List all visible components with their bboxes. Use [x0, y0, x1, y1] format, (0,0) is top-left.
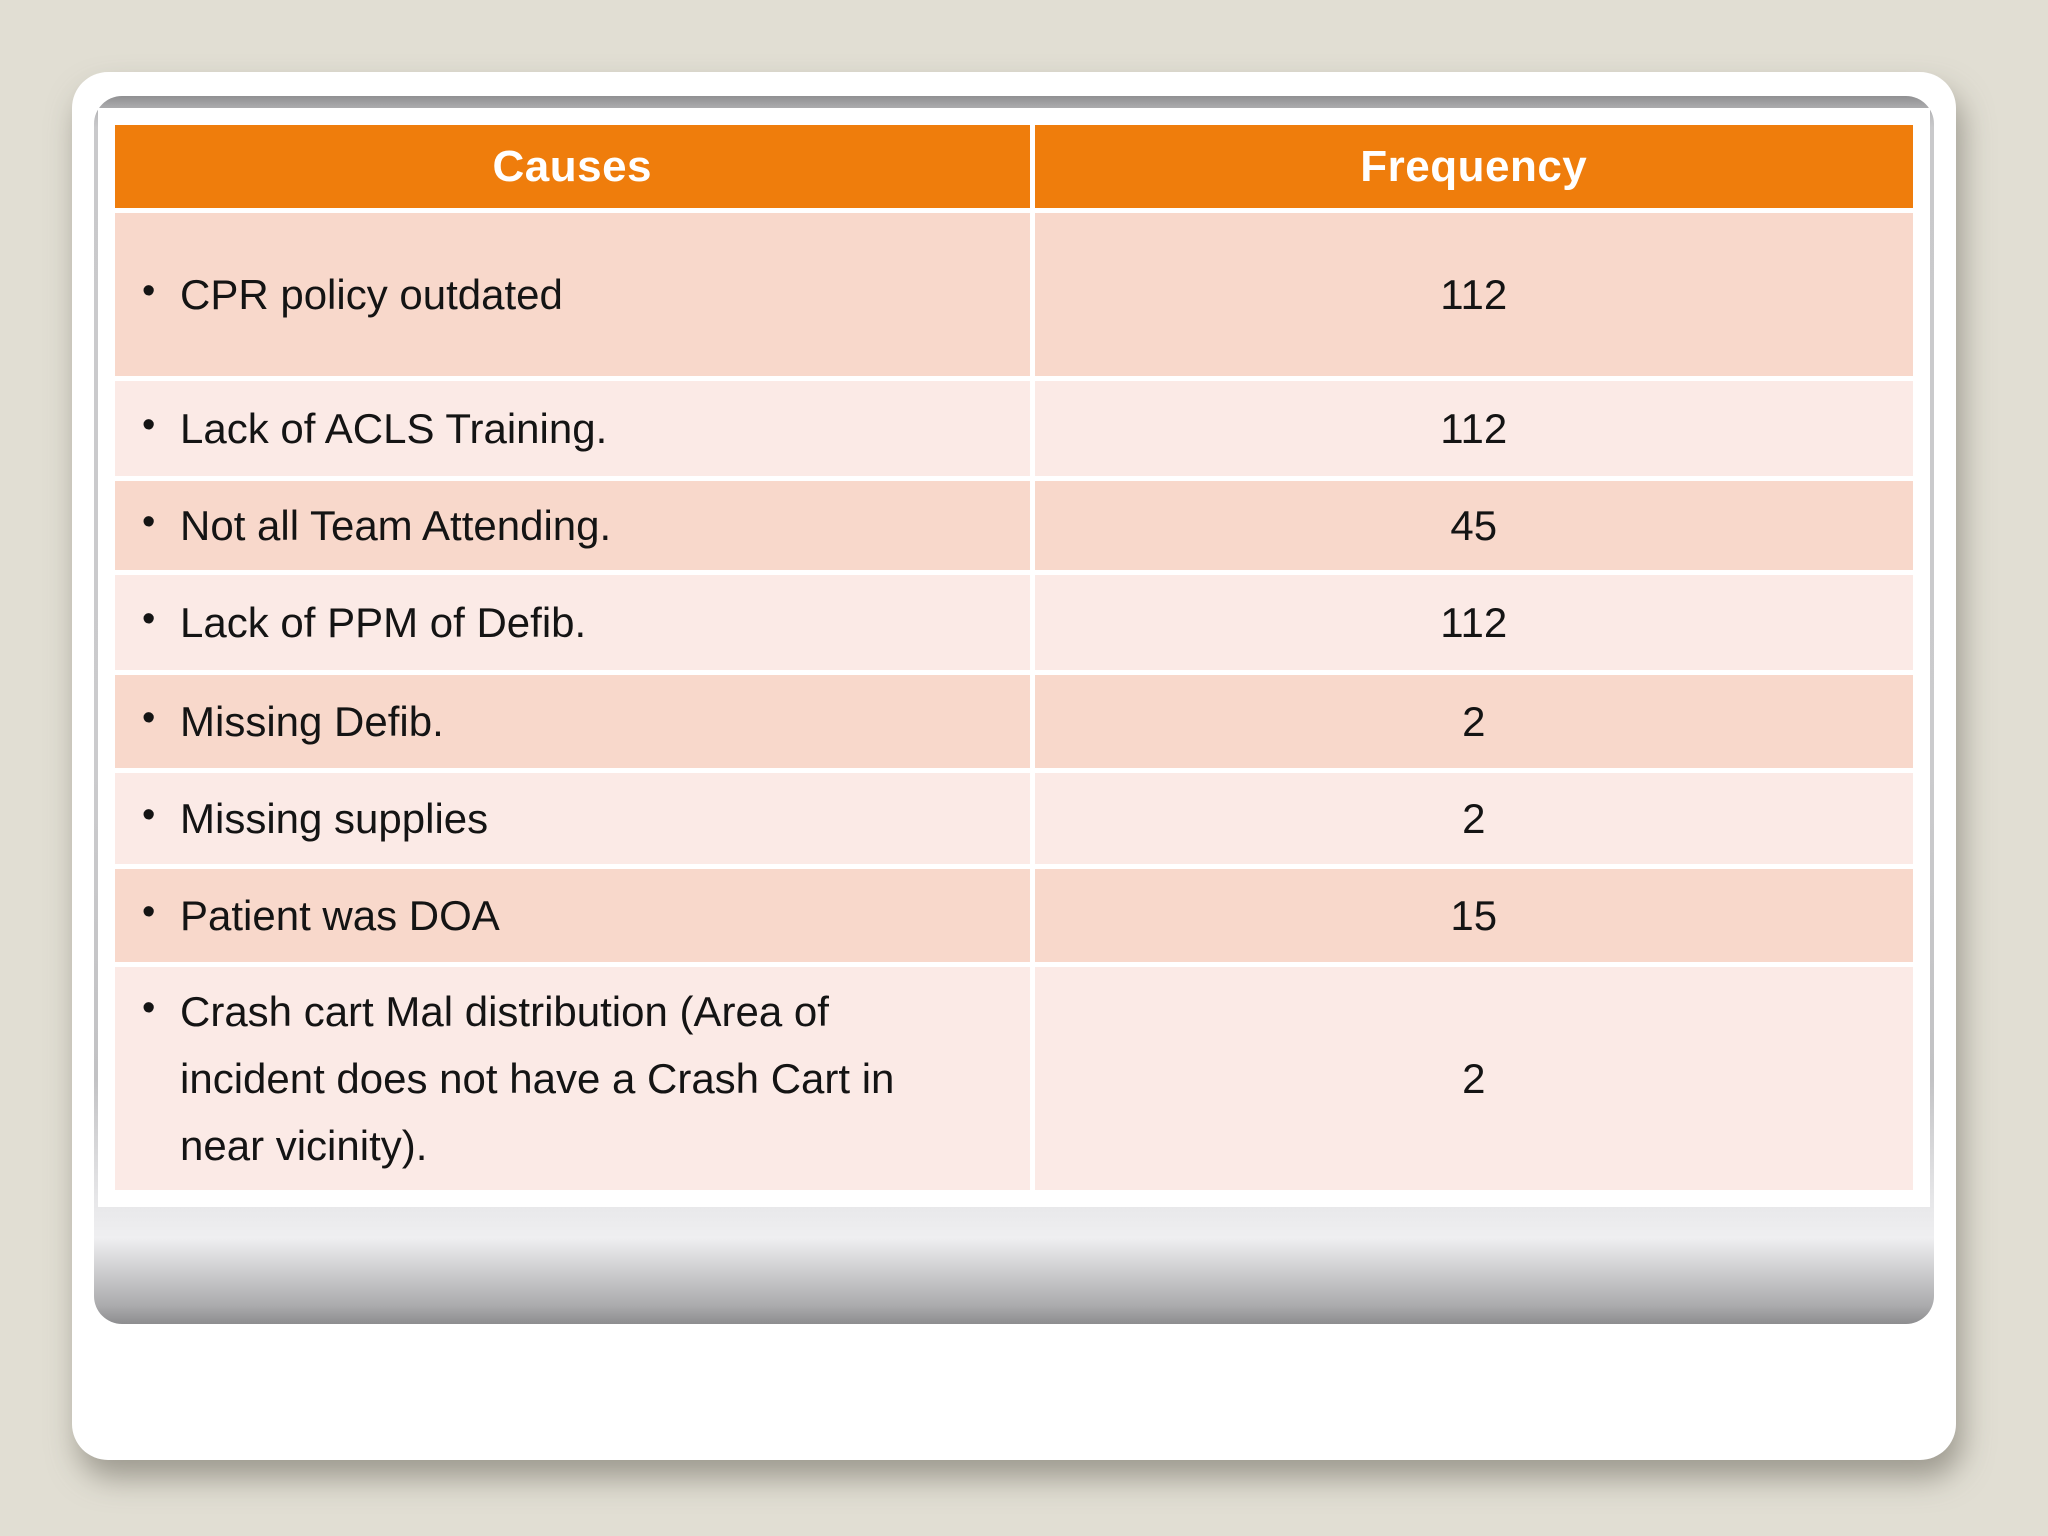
bullet-icon: •: [142, 986, 156, 1029]
cause-text: Lack of PPM of Defib.: [180, 598, 587, 646]
cause-text: Patient was DOA: [180, 891, 500, 939]
slide-card: Causes Frequency • CPR policy outdated 1…: [72, 72, 1956, 1460]
frequency-value: 112: [1029, 376, 1919, 481]
bullet-icon: •: [142, 403, 156, 446]
bullet-icon: •: [142, 500, 156, 543]
cause-cell: • Missing supplies: [110, 768, 1035, 869]
frequency-value: 112: [1029, 208, 1919, 381]
cause-cell: • Missing Defib.: [110, 670, 1035, 773]
table-row: • Lack of ACLS Training. 112: [110, 376, 1919, 481]
frequency-value: 112: [1029, 570, 1919, 675]
cause-text: Not all Team Attending.: [180, 501, 612, 549]
frequency-value: 15: [1029, 864, 1919, 967]
bullet-icon: •: [142, 269, 156, 312]
causes-frequency-table: Causes Frequency • CPR policy outdated 1…: [110, 120, 1919, 1195]
table-frame: Causes Frequency • CPR policy outdated 1…: [98, 108, 1930, 1207]
bullet-icon: •: [142, 793, 156, 836]
table-row: • Missing Defib. 2: [110, 670, 1919, 773]
cause-text: Missing supplies: [180, 794, 489, 842]
bullet-icon: •: [142, 890, 156, 933]
cause-text: Missing Defib.: [180, 697, 444, 745]
cause-text: Lack of ACLS Training.: [180, 404, 608, 452]
frequency-value: 2: [1029, 962, 1919, 1195]
table-row: • Crash cart Mal distribution (Area of i…: [110, 962, 1919, 1195]
table-header-row: Causes Frequency: [110, 120, 1919, 213]
cause-cell: • Lack of PPM of Defib.: [110, 570, 1035, 675]
frequency-value: 45: [1029, 476, 1919, 575]
cause-cell: • Lack of ACLS Training.: [110, 376, 1035, 481]
frequency-value: 2: [1029, 768, 1919, 869]
table-row: • Lack of PPM of Defib. 112: [110, 570, 1919, 675]
cause-cell: • Crash cart Mal distribution (Area of i…: [110, 962, 1035, 1195]
cause-cell: • Not all Team Attending.: [110, 476, 1035, 575]
frequency-value: 2: [1029, 670, 1919, 773]
cause-text: CPR policy outdated: [180, 270, 563, 318]
column-header-frequency: Frequency: [1029, 120, 1919, 213]
table-row: • CPR policy outdated 112: [110, 208, 1919, 381]
cause-text: Crash cart Mal distribution (Area of inc…: [180, 987, 895, 1170]
table-row: • Not all Team Attending. 45: [110, 476, 1919, 575]
bullet-icon: •: [142, 696, 156, 739]
table-row: • Missing supplies 2: [110, 768, 1919, 869]
column-header-causes: Causes: [110, 120, 1035, 213]
cause-cell: • Patient was DOA: [110, 864, 1035, 967]
bullet-icon: •: [142, 597, 156, 640]
table-row: • Patient was DOA 15: [110, 864, 1919, 967]
cause-cell: • CPR policy outdated: [110, 208, 1035, 381]
